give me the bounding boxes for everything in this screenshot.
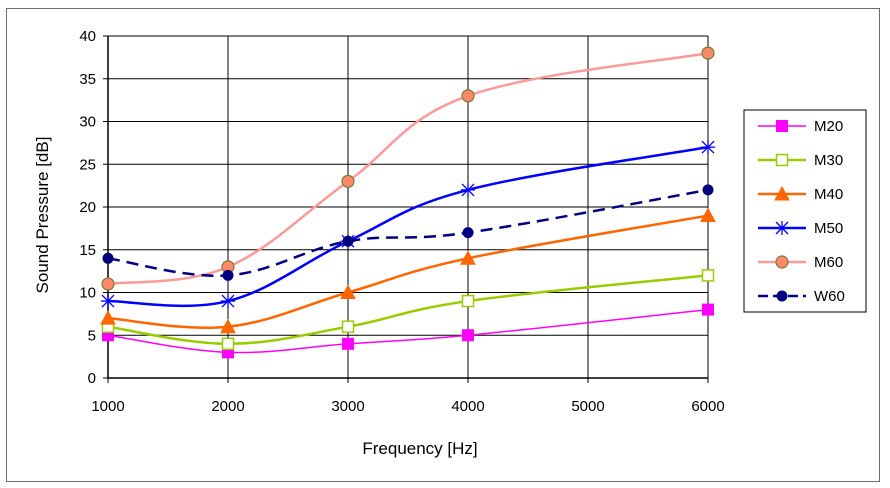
legend-label-m40: M40 [814, 186, 843, 203]
data-point-m20 [702, 303, 714, 316]
y-tick-label: 0 [88, 370, 96, 387]
data-point-m30 [221, 337, 235, 351]
data-point-w60 [102, 252, 114, 264]
y-tick-label: 40 [79, 28, 96, 45]
y-tick-label: 20 [79, 199, 96, 216]
data-point-m60 [461, 89, 475, 103]
legend-item-m40: M40 [758, 185, 843, 203]
legend: M20 M30 M40 M50 M60 W60 [743, 109, 867, 313]
data-point-m30 [341, 320, 355, 333]
series-line-m40 [107, 214, 709, 330]
legend-marker-m30 [775, 153, 789, 167]
x-tick-label: 1000 [91, 398, 124, 415]
data-point-w60 [702, 184, 714, 196]
series-line-m20 [107, 308, 709, 354]
y-tick-label: 15 [79, 242, 96, 259]
y-tick-label: 10 [79, 285, 96, 302]
data-point-m50 [701, 140, 715, 155]
x-axis-title: Frequency [Hz] [362, 439, 477, 458]
data-point-m60 [341, 174, 355, 188]
x-tick-label: 2000 [211, 398, 244, 415]
data-point-w60 [222, 269, 234, 281]
legend-marker-m60 [775, 255, 789, 269]
data-point-m20 [462, 329, 474, 342]
legend-marker-w60 [776, 290, 788, 302]
series-line-m60 [107, 51, 709, 286]
series-line-m30 [107, 274, 709, 346]
legend-item-m50: M50 [758, 220, 843, 237]
data-point-w60 [462, 227, 474, 239]
legend-item-w60: W60 [758, 288, 845, 305]
data-point-m40 [100, 310, 116, 325]
legend-item-m30: M30 [758, 152, 843, 169]
data-point-m40 [220, 318, 236, 334]
data-point-m30 [701, 269, 715, 282]
data-point-m40 [700, 207, 716, 223]
x-tick-label: 3000 [331, 398, 364, 415]
x-tick-label: 5000 [571, 398, 604, 415]
legend-label-m20: M20 [814, 118, 843, 135]
y-tick-label: 25 [79, 156, 96, 173]
data-point-m60 [101, 277, 115, 291]
legend-box [743, 109, 867, 313]
legend-label-w60: W60 [814, 288, 845, 305]
legend-marker-m20 [776, 120, 788, 132]
data-point-m40 [340, 284, 356, 299]
data-point-m50 [101, 294, 115, 309]
series-line-w60 [107, 188, 709, 278]
series-m40 [100, 207, 716, 334]
legend-marker-m50 [775, 221, 789, 235]
series-w60 [102, 184, 714, 281]
series-m20 [102, 303, 714, 359]
data-point-m50 [221, 294, 235, 309]
data-point-m30 [461, 294, 475, 308]
y-tick-label: 35 [79, 71, 96, 88]
legend-item-m60: M60 [758, 254, 843, 271]
legend-label-m30: M30 [814, 152, 843, 169]
data-point-m50 [461, 182, 475, 197]
legend-label-m60: M60 [814, 254, 843, 271]
series-m60 [101, 46, 715, 291]
legend-item-m20: M20 [758, 118, 843, 135]
x-tick-label: 4000 [451, 398, 484, 415]
data-point-m40 [460, 250, 476, 265]
y-tick-label: 30 [79, 114, 96, 131]
series-m50 [101, 140, 715, 309]
series-m30 [101, 269, 715, 351]
data-point-m20 [342, 337, 354, 350]
data-point-w60 [342, 235, 354, 247]
y-tick-label: 5 [88, 327, 96, 344]
y-axis-title: Sound Pressure [dB] [33, 137, 52, 294]
data-point-m60 [701, 46, 715, 60]
legend-marker-m40 [774, 185, 790, 201]
series-line-m50 [107, 145, 709, 308]
legend-label-m50: M50 [814, 220, 843, 237]
x-tick-label: 6000 [691, 398, 724, 415]
